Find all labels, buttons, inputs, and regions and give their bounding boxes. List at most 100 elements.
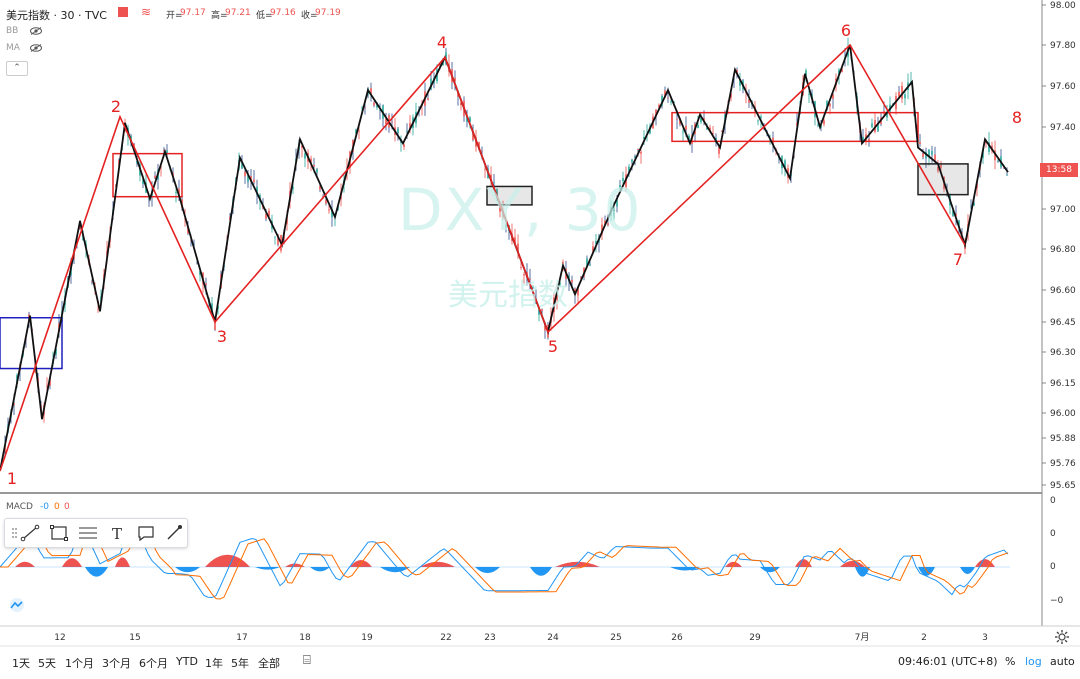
candle-body	[628, 166, 630, 173]
candle-body	[868, 138, 870, 141]
macd-hist-value: 0	[64, 502, 70, 512]
macd-hist-positive	[285, 563, 305, 567]
eye-icon[interactable]	[30, 44, 42, 52]
x-tick-label: 29	[749, 633, 761, 643]
candle-body	[631, 159, 633, 163]
candle-body	[898, 91, 900, 97]
range-6m-button[interactable]: 6个月	[139, 657, 168, 670]
candle-body	[955, 213, 957, 217]
candle-body	[244, 171, 246, 177]
x-tick-label: 23	[484, 633, 495, 643]
candle-body	[832, 94, 834, 99]
range-1y-button[interactable]: 1年	[205, 657, 223, 670]
eye-icon[interactable]	[30, 27, 42, 35]
candle-body	[697, 124, 699, 129]
range-1d-button[interactable]: 1天	[12, 657, 30, 670]
log-scale-toggle[interactable]: log	[1025, 655, 1042, 668]
range-5y-button[interactable]: 5年	[231, 657, 249, 670]
open-value: 97.17	[180, 8, 206, 18]
x-tick-label: 3	[982, 633, 988, 643]
macd-hist-negative	[760, 567, 780, 573]
range-ytd-button[interactable]: YTD	[176, 655, 198, 668]
compare-icon[interactable]: ≋	[141, 5, 152, 19]
macd-hist-negative	[960, 567, 975, 574]
zigzag-line	[0, 44, 1009, 472]
candle-body	[658, 104, 660, 108]
calendar-icon[interactable]: ⌸	[303, 653, 311, 668]
low-value: 97.16	[270, 8, 296, 18]
candle-body	[391, 121, 393, 123]
settings-gear-icon[interactable]	[1054, 629, 1070, 645]
macd-hist-negative	[310, 567, 330, 572]
candle-body	[301, 145, 303, 148]
drag-handle-icon[interactable]	[9, 523, 31, 543]
brush-icon[interactable]	[163, 523, 185, 543]
rectangle-icon[interactable]	[48, 523, 70, 543]
trend-line-icon[interactable]	[19, 523, 41, 543]
macd-y-tick-label: 0	[1050, 496, 1056, 506]
candle-body	[928, 149, 930, 157]
candle-body	[613, 209, 615, 211]
candle-body	[175, 192, 177, 193]
candle-body	[325, 199, 327, 204]
range-1m-button[interactable]: 1个月	[65, 657, 94, 670]
candle-body	[616, 198, 618, 207]
x-tick-label: 12	[54, 633, 65, 643]
candle-body	[79, 226, 81, 229]
candle-body	[13, 403, 15, 406]
candle-body	[961, 232, 963, 233]
candle-body	[817, 124, 819, 126]
candle-body	[634, 156, 636, 158]
candle-body	[919, 141, 921, 145]
candle-body	[373, 102, 375, 106]
auto-scale-toggle[interactable]: auto	[1050, 655, 1075, 668]
candle-body	[397, 128, 399, 133]
candle-body	[379, 109, 381, 111]
x-tick-label: 18	[299, 633, 311, 643]
candle-body	[544, 322, 546, 331]
x-tick-label: 24	[547, 633, 559, 643]
candle-body	[55, 348, 57, 355]
collapse-legend-button[interactable]: ⌃	[6, 61, 28, 76]
fib-retracement-icon[interactable]	[77, 523, 99, 543]
bb-indicator-label[interactable]: BB	[6, 26, 19, 36]
candle-body	[406, 130, 408, 132]
high-label: 高=	[211, 11, 228, 21]
candle-body	[862, 136, 864, 143]
drawing-toolbar: T	[4, 518, 188, 548]
candle-body	[46, 385, 48, 387]
percent-scale-toggle[interactable]: %	[1005, 655, 1016, 668]
macd-hist-positive	[115, 557, 130, 567]
x-tick-label: 15	[129, 633, 140, 643]
flag-icon[interactable]	[118, 7, 128, 17]
wave-label: 2	[111, 97, 121, 116]
candle-body	[499, 202, 501, 212]
callout-icon[interactable]	[135, 523, 157, 543]
symbol-title[interactable]: 美元指数 · 30 · TVC	[6, 9, 107, 22]
text-icon[interactable]: T	[106, 523, 128, 543]
range-3m-button[interactable]: 3个月	[102, 657, 131, 670]
clock-display[interactable]: 09:46:01 (UTC+8)	[898, 655, 998, 668]
range-all-button[interactable]: 全部	[258, 657, 280, 670]
candle-body	[571, 279, 573, 283]
candle-body	[304, 153, 306, 159]
tradingview-logo-icon[interactable]	[8, 598, 26, 612]
candle-body	[712, 132, 714, 134]
low-label: 低=	[256, 11, 273, 21]
candle-body	[292, 186, 294, 189]
y-tick-label: 97.00	[1050, 205, 1076, 215]
candle-body	[574, 288, 576, 295]
ma-indicator-label[interactable]: MA	[6, 43, 20, 53]
candle-body	[460, 102, 462, 106]
candle-body	[718, 146, 720, 154]
macd-label[interactable]: MACD	[6, 502, 33, 512]
range-5d-button[interactable]: 5天	[38, 657, 56, 670]
candle-body	[577, 287, 579, 296]
candle-body	[247, 174, 249, 183]
candle-body	[721, 131, 723, 133]
candle-body	[148, 198, 150, 200]
candle-body	[409, 123, 411, 129]
candle-body	[838, 69, 840, 75]
candle-body	[808, 93, 810, 95]
